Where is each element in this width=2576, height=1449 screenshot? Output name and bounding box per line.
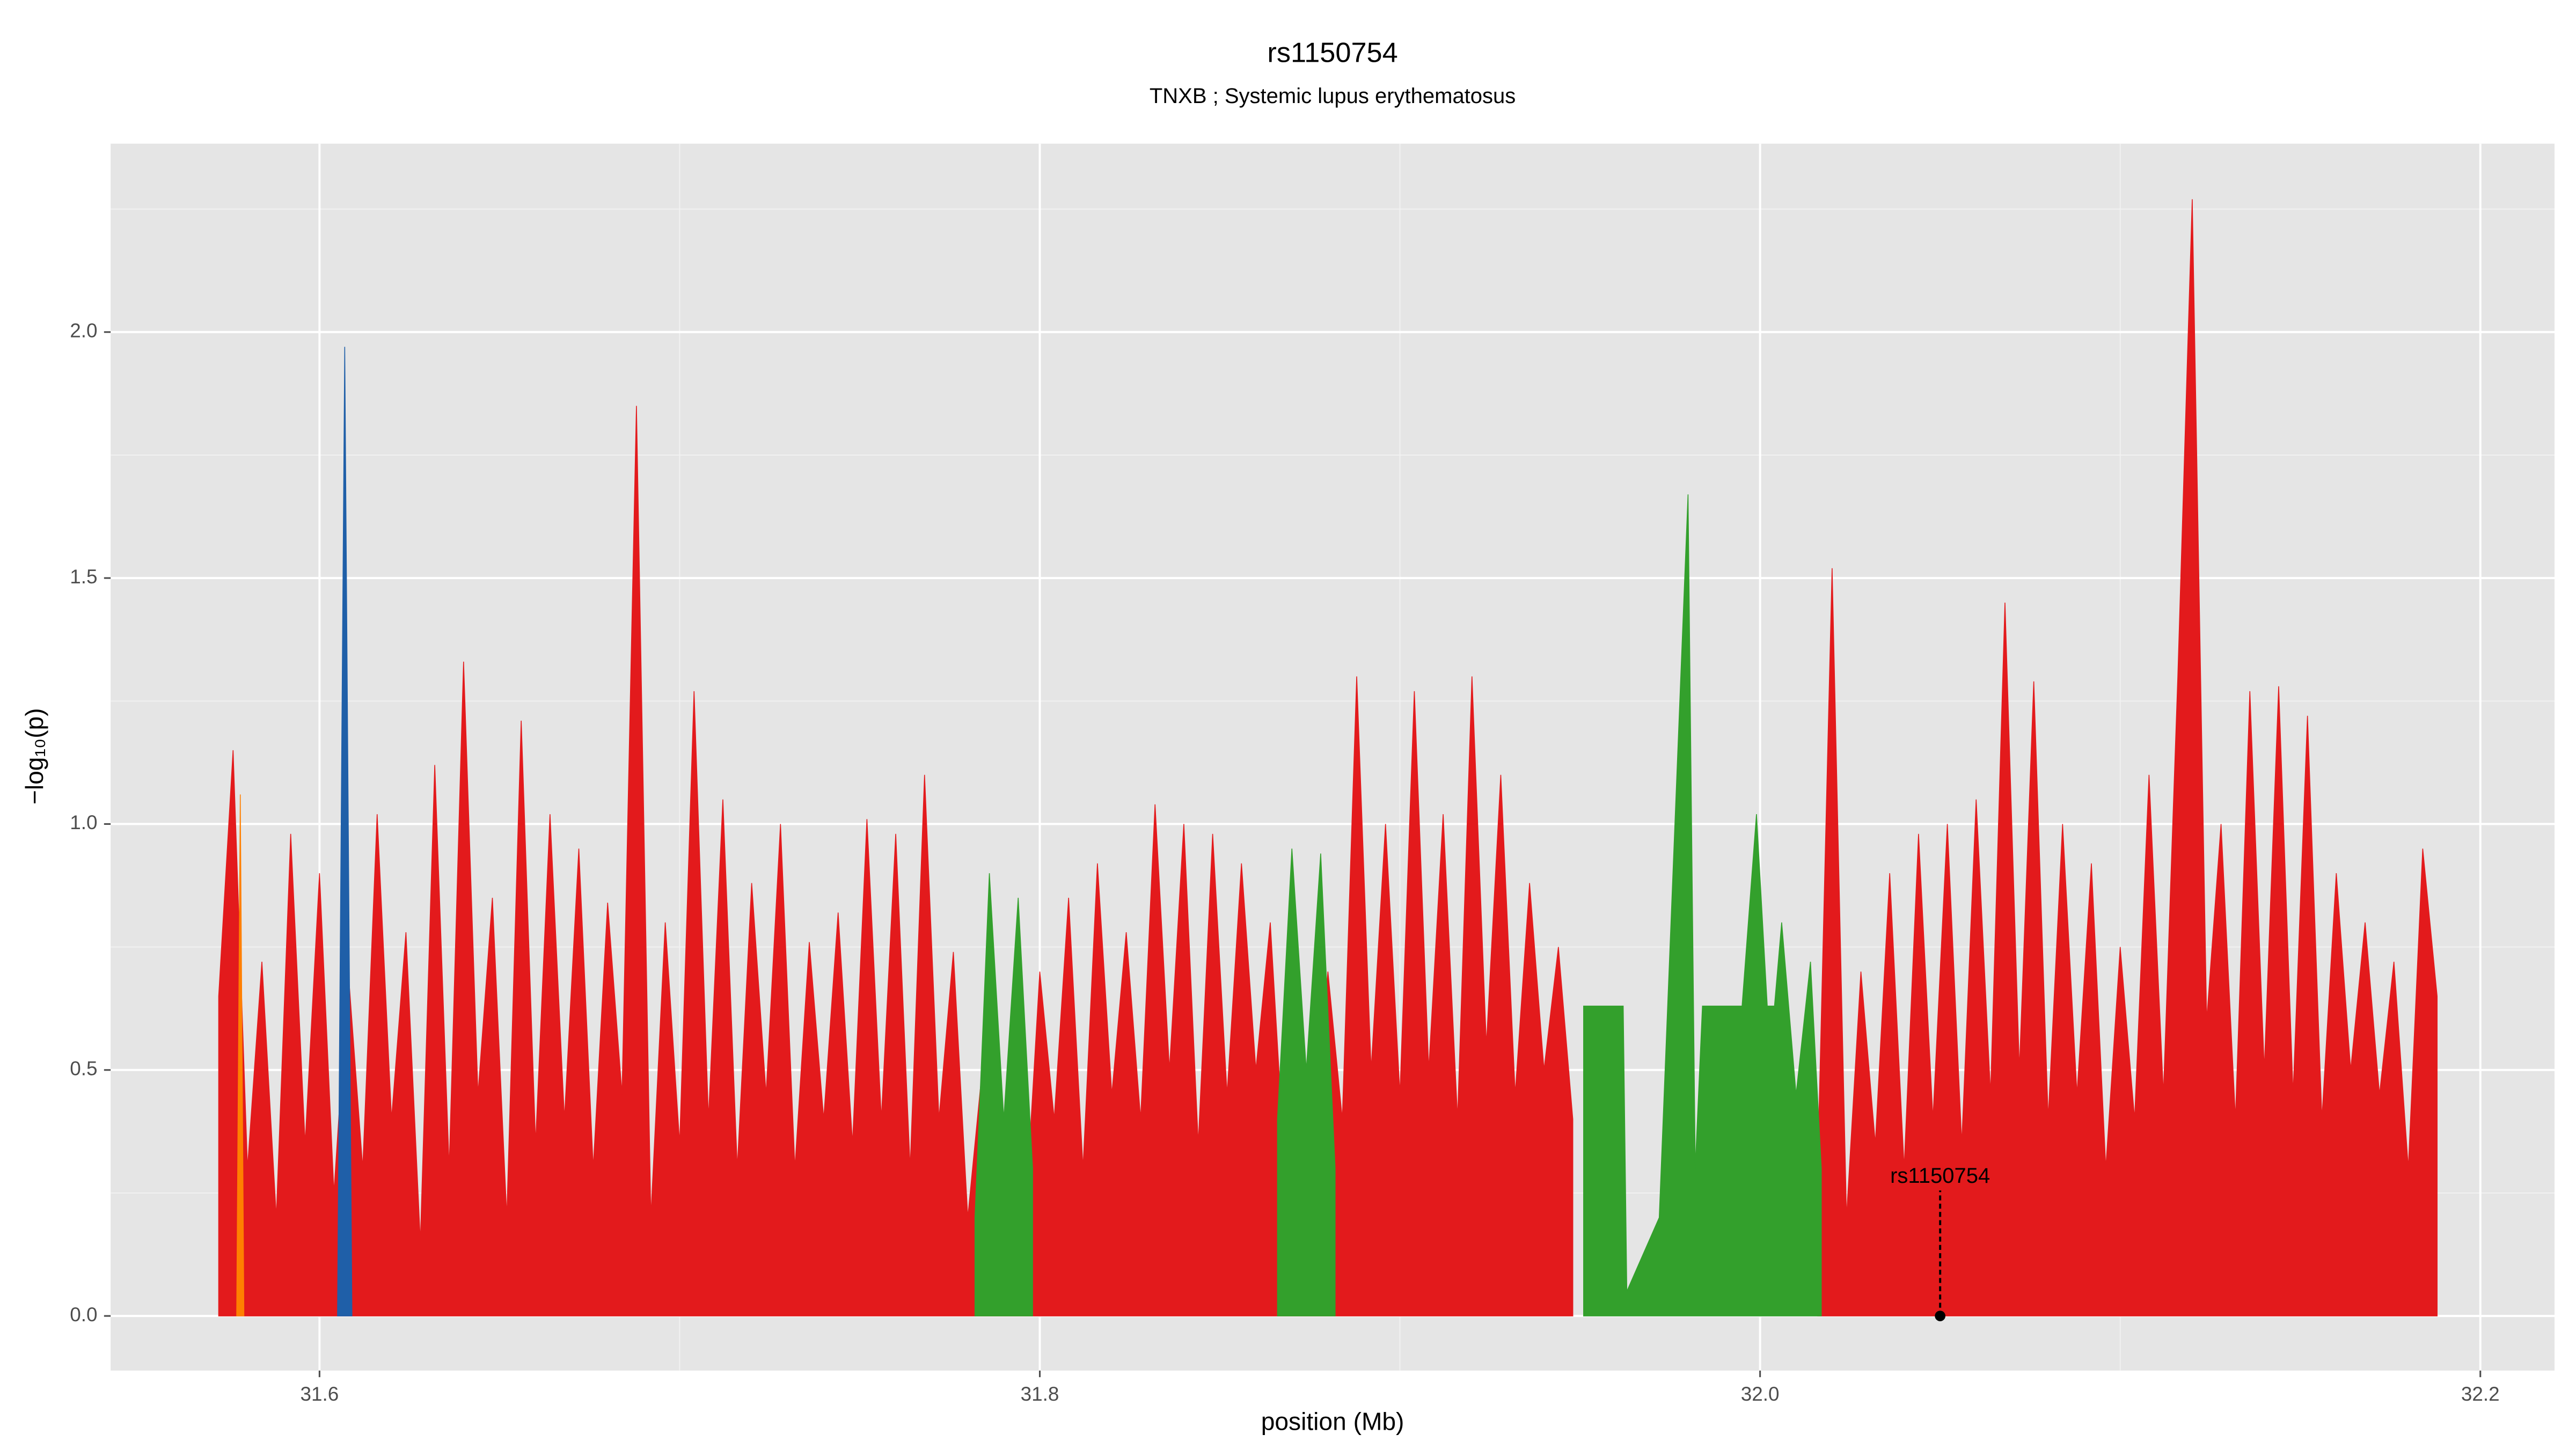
y-tick-label: 2.0 — [70, 320, 97, 342]
annotation-point — [1935, 1311, 1946, 1321]
x-tick-label: 32.2 — [2461, 1383, 2500, 1405]
x-tick-label: 32.0 — [1741, 1383, 1780, 1405]
y-tick-label: 1.5 — [70, 566, 97, 588]
area — [236, 794, 245, 1316]
x-axis-title: position (Mb) — [1261, 1407, 1404, 1435]
y-axis-title: −log₁₀(p) — [20, 708, 48, 804]
area — [974, 494, 1822, 1316]
area — [218, 199, 2438, 1316]
y-tick-label: 1.0 — [70, 811, 97, 833]
chart-subtitle: TNXB ; Systemic lupus erythematosus — [1150, 84, 1516, 108]
chart-title: rs1150754 — [1267, 37, 1397, 68]
area — [337, 347, 353, 1316]
x-tick-label: 31.6 — [300, 1383, 339, 1405]
annotation-label: rs1150754 — [1890, 1164, 1990, 1188]
y-tick-label: 0.0 — [70, 1304, 97, 1326]
y-tick-label: 0.5 — [70, 1058, 97, 1080]
x-tick-label: 31.8 — [1021, 1383, 1059, 1405]
